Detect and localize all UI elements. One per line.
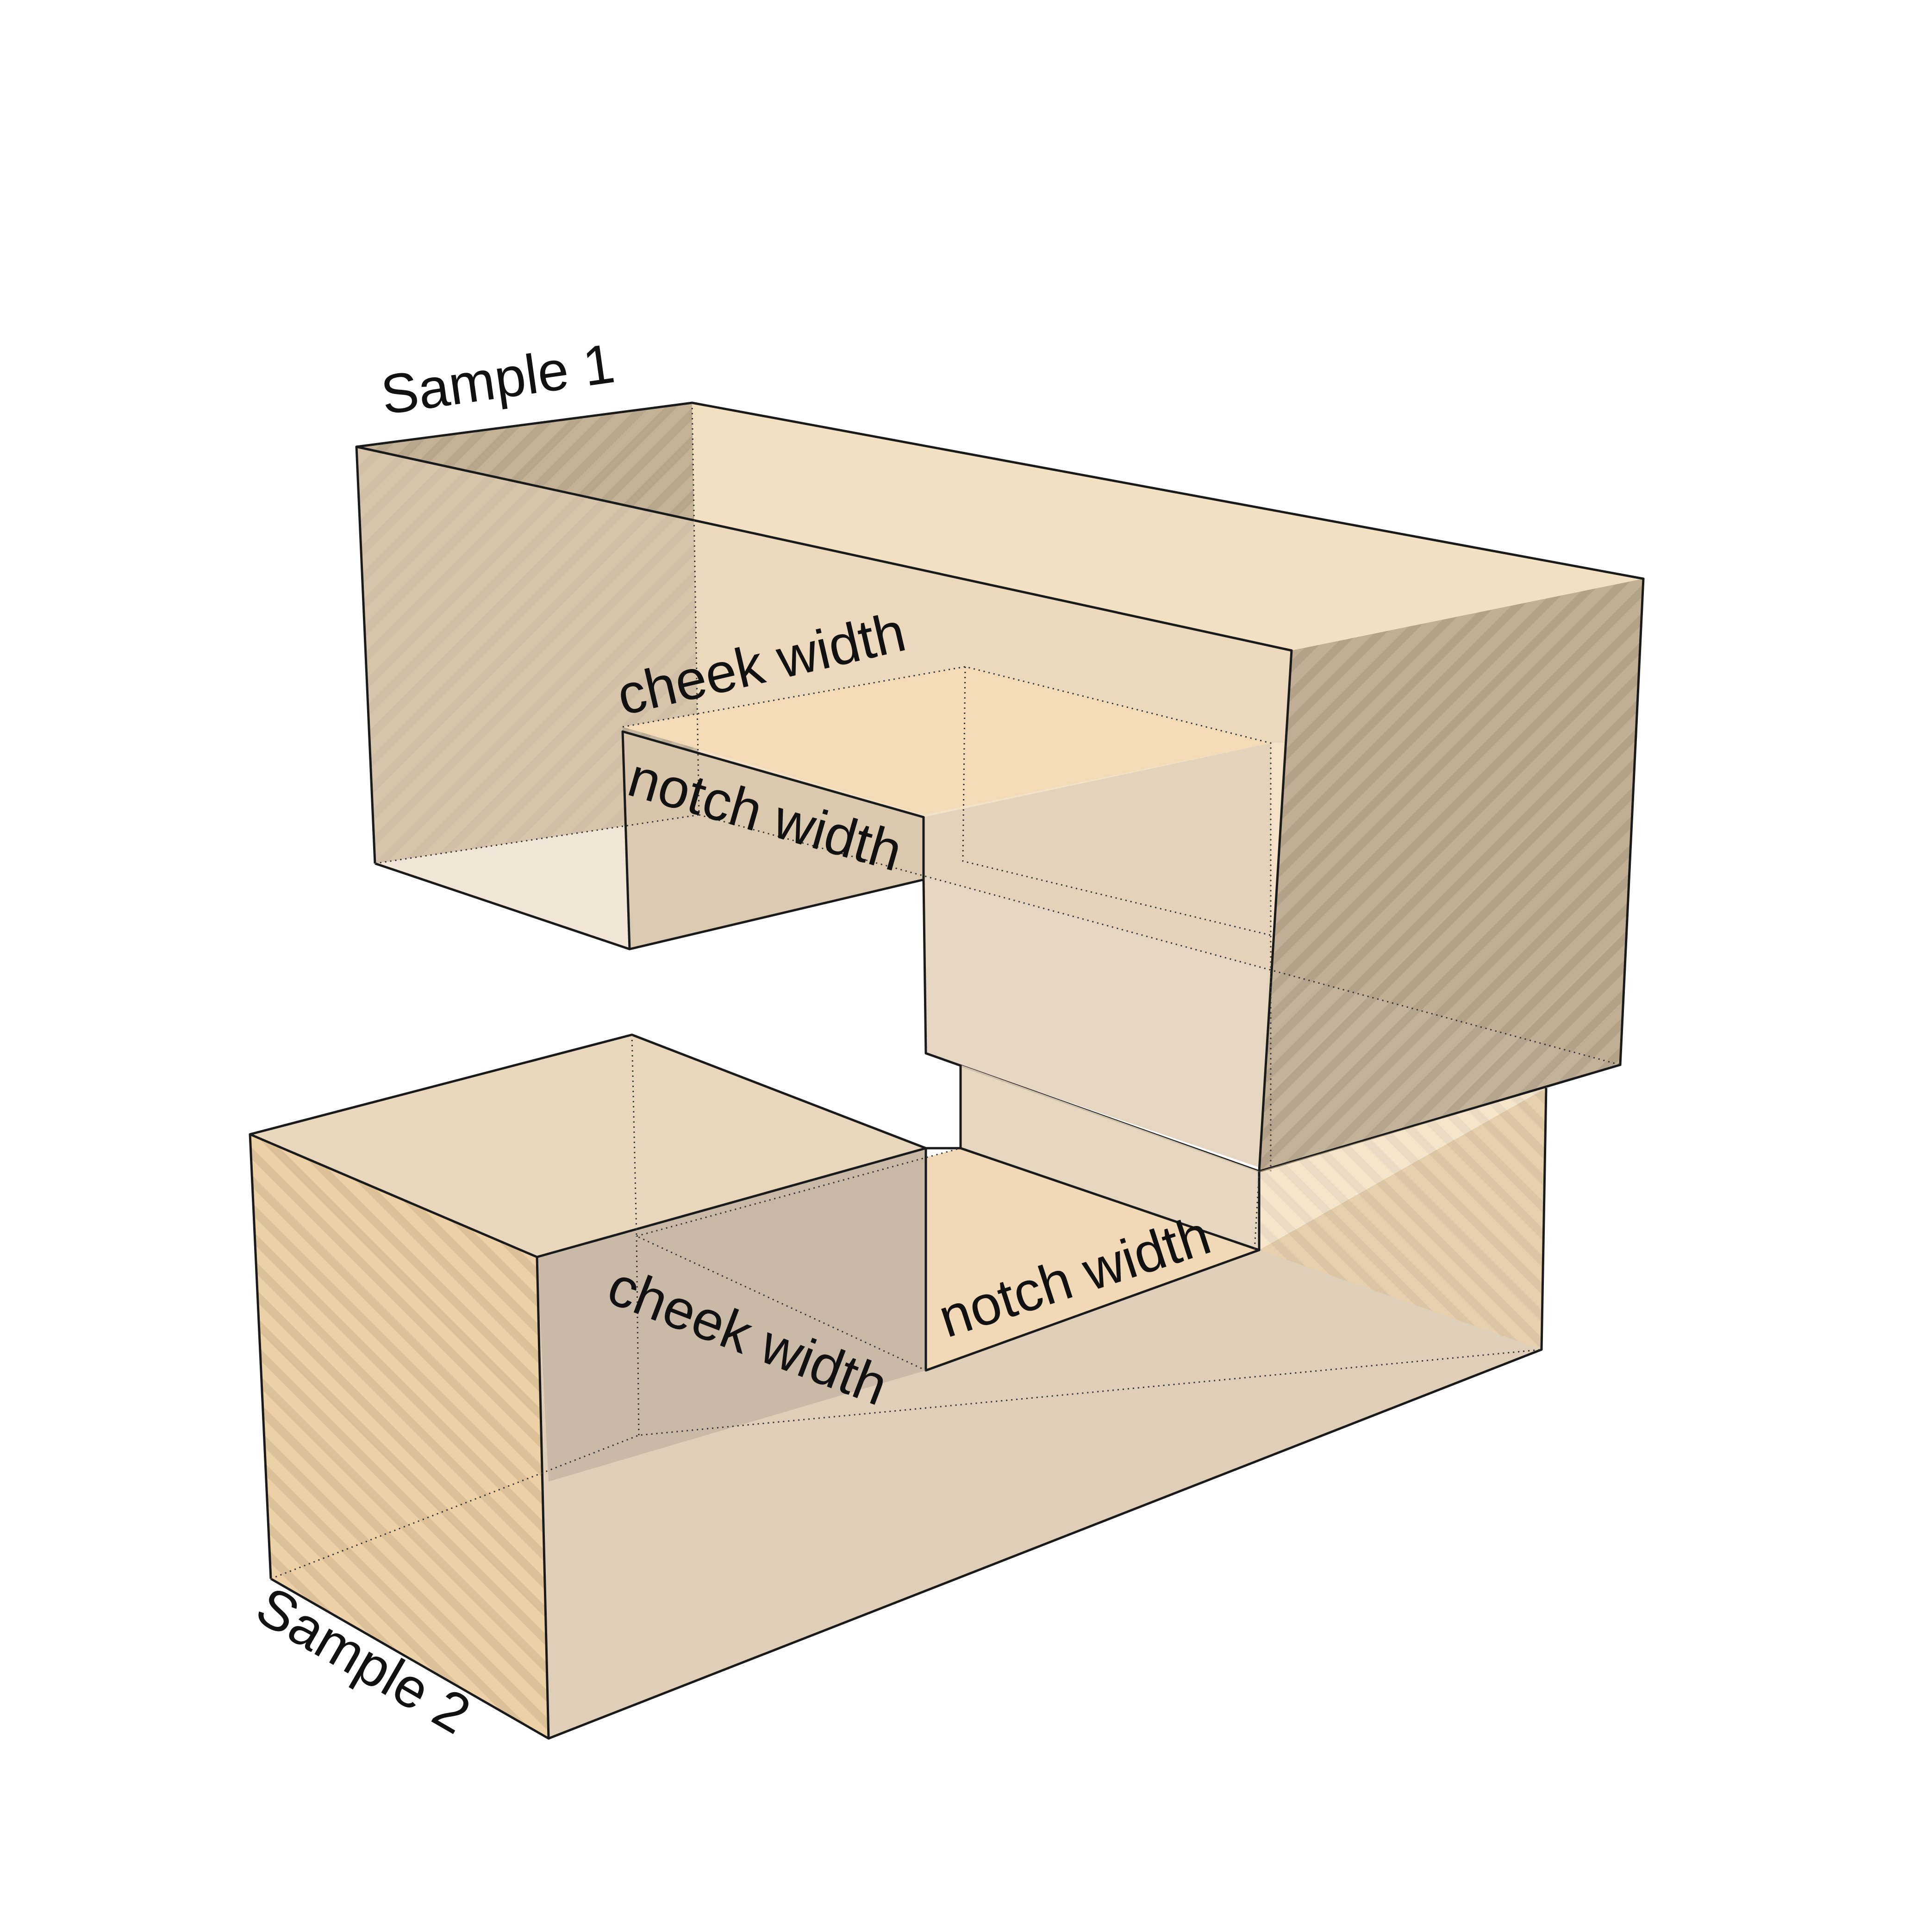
sample-1-hidden-notch bbox=[622, 666, 1272, 1171]
sample-2-notch-wall bbox=[961, 1065, 1259, 1250]
sample-1-hidden-base bbox=[699, 814, 1621, 1066]
sample-2-left-end bbox=[250, 1134, 549, 1738]
sample-2-hidden-1 bbox=[631, 1034, 926, 1371]
sample-1-block bbox=[355, 401, 1645, 1173]
sample-1-label: Sample 1 bbox=[377, 332, 618, 426]
sample-1-outline-top bbox=[355, 401, 1645, 1173]
sample-1-notch-floor bbox=[623, 667, 1271, 815]
sample-2-block bbox=[249, 1033, 1548, 1740]
sample-2-bottom-edge bbox=[548, 1088, 1548, 1740]
sample-2-inner-side bbox=[537, 1148, 926, 1482]
sample-2-right-end bbox=[1259, 1088, 1546, 1350]
sample-1-notch-edge bbox=[375, 730, 925, 950]
sample-1-hidden-notch2 bbox=[962, 666, 1271, 936]
sample-1-top-edge bbox=[356, 445, 1293, 1172]
sample-1-front-right bbox=[924, 743, 1271, 1171]
sample-1-right-end bbox=[1259, 579, 1643, 1171]
